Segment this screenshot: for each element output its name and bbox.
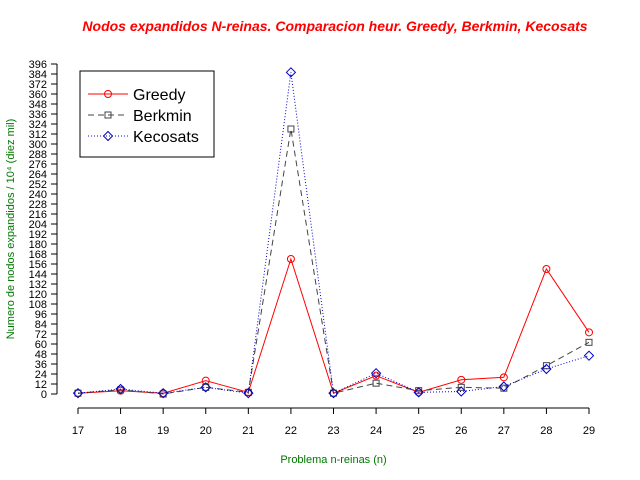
y-tick-label: 348 <box>29 99 47 111</box>
data-point-berkmin <box>330 389 337 397</box>
data-point-kecosats <box>370 367 382 379</box>
x-tick-label: 19 <box>157 425 169 437</box>
data-point-kecosats <box>157 387 169 399</box>
x-tick-label: 27 <box>498 425 510 437</box>
data-point-berkmin <box>372 379 380 387</box>
legend-entry-kecosats: Kecosats <box>133 129 199 146</box>
x-tick-label: 28 <box>540 425 552 437</box>
y-tick-label: 240 <box>29 189 47 201</box>
data-point-kecosats <box>456 386 467 397</box>
y-tick-label: 48 <box>35 349 47 361</box>
x-tick-label: 21 <box>242 425 254 437</box>
y-tick-label: 372 <box>29 79 47 91</box>
y-tick-label: 108 <box>29 299 47 311</box>
x-tick-label: 23 <box>327 425 339 437</box>
series-greedy <box>74 255 593 398</box>
y-tick-label: 192 <box>29 229 47 241</box>
data-point-kecosats <box>328 387 339 399</box>
x-tick-label: 29 <box>583 425 595 437</box>
legend-marker-greedy <box>104 90 112 98</box>
y-tick-label: 96 <box>35 309 47 321</box>
chart-title: Nodos expandidos N-reinas. Comparacion h… <box>82 18 588 34</box>
y-axis-title: Numero de nodos expandidos / 10⁴ (diez m… <box>5 119 17 340</box>
legend: Greedy Berkmin Kecosats <box>79 70 215 158</box>
y-tick-label: 336 <box>29 109 47 121</box>
y-tick-label: 228 <box>29 199 47 211</box>
y-tick-label: 204 <box>29 219 47 231</box>
x-axis: 17 18 19 20 21 22 23 24 25 26 27 28 29 <box>72 407 595 437</box>
legend-box <box>79 70 215 158</box>
data-point-kecosats <box>541 363 552 375</box>
y-tick-label: 0 <box>41 389 47 401</box>
data-point-kecosats <box>200 382 211 393</box>
y-tick-label: 288 <box>29 149 47 161</box>
x-tick-label: 22 <box>285 425 297 437</box>
y-tick-label: 312 <box>29 129 47 141</box>
data-point-kecosats <box>285 67 297 78</box>
x-tick-label: 20 <box>200 425 212 437</box>
data-point-berkmin <box>542 362 550 370</box>
series-berkmin <box>74 125 593 398</box>
y-tick-label: 324 <box>29 119 47 131</box>
data-point-kecosats <box>413 387 424 398</box>
y-tick-label: 252 <box>29 179 47 191</box>
y-tick-label: 180 <box>29 239 47 251</box>
data-point-greedy <box>585 328 593 337</box>
y-tick-label: 12 <box>35 379 47 391</box>
y-tick-label: 216 <box>29 209 47 221</box>
data-point-berkmin <box>457 383 465 391</box>
legend-entry-greedy: Greedy <box>133 87 185 104</box>
data-point-greedy <box>457 375 466 384</box>
data-point-greedy <box>286 255 295 263</box>
data-point-greedy <box>372 371 381 380</box>
legend-entry-berkmin: Berkmin <box>133 108 192 125</box>
data-point-kecosats <box>72 387 84 399</box>
data-point-berkmin <box>74 389 82 397</box>
legend-marker-kecosats <box>102 130 114 142</box>
data-point-kecosats <box>498 381 510 392</box>
y-tick-label: 132 <box>29 279 47 291</box>
series-line-greedy <box>77 257 590 394</box>
series-kecosats <box>72 67 595 399</box>
data-point-kecosats <box>115 383 126 395</box>
data-point-kecosats <box>583 350 595 361</box>
y-tick-label: 300 <box>29 139 47 151</box>
y-tick-label: 72 <box>35 329 47 341</box>
series-line-berkmin <box>77 128 590 395</box>
x-tick-label: 17 <box>72 425 84 437</box>
y-tick-label: 24 <box>35 369 47 381</box>
x-tick-label: 25 <box>413 425 425 437</box>
y-tick-label: 276 <box>29 159 47 171</box>
data-point-kecosats <box>243 387 254 399</box>
x-tick-label: 24 <box>370 425 382 437</box>
y-tick-label: 168 <box>29 249 47 261</box>
data-point-berkmin <box>287 125 295 133</box>
x-tick-label: 18 <box>114 425 126 437</box>
x-tick-label: 26 <box>455 425 467 437</box>
y-axis: 0122436486072849610812013214415616818019… <box>29 59 58 401</box>
data-point-greedy <box>542 265 551 273</box>
y-tick-label: 120 <box>29 289 47 301</box>
series-layer <box>72 67 595 399</box>
x-axis-title: Problema n-reinas (n) <box>280 454 386 466</box>
y-tick-label: 36 <box>35 359 47 371</box>
y-tick-label: 384 <box>29 69 47 81</box>
y-tick-label: 360 <box>29 89 47 101</box>
legend-marker-berkmin <box>104 111 112 119</box>
y-tick-label: 144 <box>29 269 47 281</box>
y-tick-label: 84 <box>35 319 47 331</box>
data-point-berkmin <box>202 383 210 391</box>
y-tick-label: 264 <box>29 169 47 181</box>
y-tick-label: 396 <box>29 59 47 71</box>
y-tick-label: 156 <box>29 259 47 271</box>
data-point-greedy <box>499 373 508 382</box>
y-tick-label: 60 <box>35 339 47 351</box>
data-point-berkmin <box>585 338 593 346</box>
